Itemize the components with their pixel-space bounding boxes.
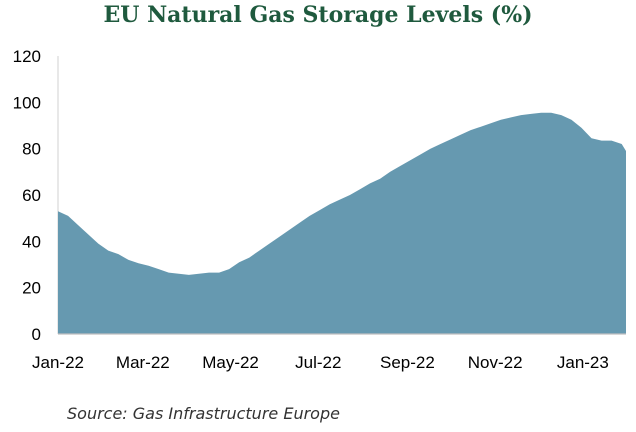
y-tick-label: 40 (22, 232, 41, 251)
y-tick-label: 80 (22, 140, 41, 159)
x-tick-label: Mar-22 (116, 353, 170, 372)
storage-area (58, 112, 626, 334)
source-note: Source: Gas Infrastructure Europe (67, 404, 340, 423)
chart-title: EU Natural Gas Storage Levels (%) (103, 2, 533, 28)
x-tick-label: Sep-22 (380, 353, 435, 372)
x-tick-label: Jan-22 (32, 353, 84, 372)
y-tick-label: 120 (13, 47, 41, 66)
x-tick-label: Jan-23 (557, 353, 609, 372)
y-tick-label: 0 (32, 325, 41, 344)
y-tick-label: 60 (22, 186, 41, 205)
y-tick-label: 20 (22, 279, 41, 298)
y-tick-label: 100 (13, 93, 41, 112)
x-tick-label: Jul-22 (295, 353, 341, 372)
x-tick-label: May-22 (202, 353, 259, 372)
x-tick-label: Nov-22 (468, 353, 523, 372)
